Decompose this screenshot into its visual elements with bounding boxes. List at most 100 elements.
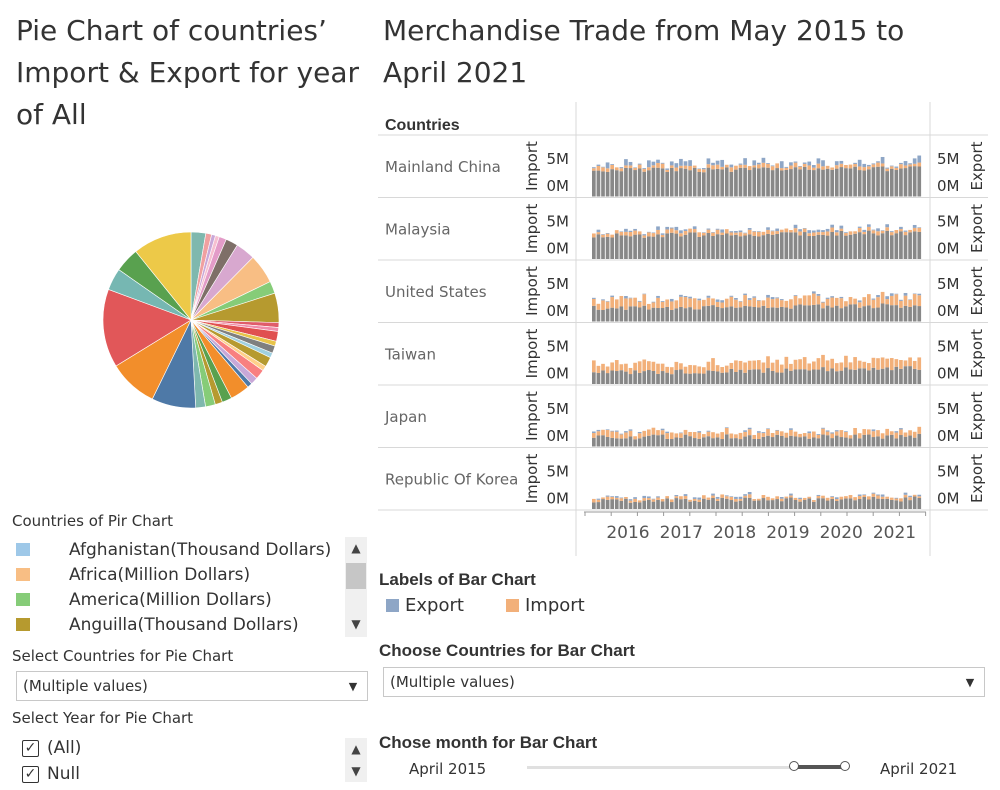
chevron-up-icon[interactable]: ▲ [351,742,361,756]
bar-import [779,498,784,502]
bar-import [857,166,862,171]
pie-slice[interactable] [135,231,192,321]
year-option-all[interactable]: ✓ (All) [22,738,81,758]
year-option-null[interactable]: ✓ Null [22,764,80,784]
bar-export [619,167,624,169]
bar-export [688,296,692,299]
bar-export [660,301,665,302]
pie-slice[interactable] [102,289,192,367]
bar-base [724,498,729,509]
bar-base [775,434,780,447]
bar-base [871,308,876,322]
scroll-thumb[interactable] [346,563,366,589]
bar-export [834,230,839,233]
bar-base [619,370,624,384]
bar-base [834,371,839,384]
bar-import [624,363,628,372]
bar-base [867,434,871,447]
bar-base [605,308,610,322]
bar-base [867,169,871,197]
bar-export [844,232,848,234]
bar-legend-export[interactable]: Export [386,595,464,616]
pie-legend-item[interactable]: Afghanistan(Thousand Dollars) [16,537,331,562]
bar-import [807,496,812,499]
bar-import [844,355,848,368]
slider-track[interactable] [527,766,847,769]
export-swatch [386,599,399,612]
bar-export [747,228,752,230]
bar-import [834,165,839,169]
bar-import [867,294,871,306]
bar-base [844,437,848,447]
bar-import [789,165,793,170]
bar-export [679,432,683,434]
bar-base [775,168,780,197]
bar-import [812,500,816,502]
axis-title-import: Import [523,203,541,253]
bar-base [747,170,752,197]
chevron-down-icon[interactable]: ▼ [351,617,361,631]
bar-import [862,231,867,235]
bar-import [857,360,862,369]
bar-import [647,429,651,436]
slider-handle-end[interactable] [840,761,850,771]
pie-legend-scrollbar[interactable]: ▲ ▼ [344,537,367,637]
bar-import [711,358,715,371]
checkbox-checked-icon[interactable]: ✓ [22,765,39,783]
bar-base [793,369,798,384]
bar-import [738,164,743,168]
bar-import [766,429,770,436]
bar-import [715,301,720,308]
bar-import [834,363,839,372]
pie-legend-item[interactable]: America(Million Dollars) [16,587,272,612]
bar-import [592,360,596,373]
bar-base [651,236,656,259]
slider-start-label: April 2015 [409,760,487,778]
bar-base [592,170,596,197]
bar-export [766,294,770,298]
bar-import [798,359,802,370]
bar-export [752,231,757,232]
dropdown-caret-icon: ▼ [348,679,358,693]
bar-export [880,494,885,497]
pie-legend-item[interactable]: Africa(Million Dollars) [16,562,250,587]
bar-base [729,306,734,322]
slider-handle-start[interactable] [789,761,799,771]
bar-export [720,300,725,303]
chevron-up-icon[interactable]: ▲ [351,541,361,555]
bar-legend-import[interactable]: Import [506,595,585,616]
bar-import [633,362,637,371]
bar-base [697,171,702,197]
bar-export [743,232,747,234]
bar-export [592,431,596,434]
bar-import [683,165,688,169]
bar-import [871,299,876,309]
bar-export [642,293,647,295]
choose-countries-bar-dropdown[interactable]: (Multiple values) ▼ [383,667,985,697]
checkbox-checked-icon[interactable]: ✓ [22,739,39,757]
bar-export [642,495,647,499]
bar-import [702,232,706,236]
bar-import [715,164,720,169]
bar-base [857,170,862,197]
bar-base [656,499,660,509]
bar-import [651,499,656,502]
select-countries-pie-dropdown[interactable]: (Multiple values) ▼ [16,671,368,701]
bar-base [610,307,615,322]
bar-base [711,235,715,259]
bar-base [766,500,770,509]
bar-import [747,299,752,307]
bar-export [816,158,821,164]
bar-import [656,229,660,235]
bar-import [779,168,784,171]
bar-export [770,297,775,300]
bar-base [834,500,839,509]
chevron-down-icon[interactable]: ▼ [351,764,361,778]
year-list-scrollbar[interactable]: ▲ ▼ [344,738,367,782]
bar-import [912,494,917,497]
bar-base [738,307,743,322]
bar-import [642,498,647,501]
pie-legend-item[interactable]: Anguilla(Thousand Dollars) [16,612,299,637]
legend-swatch [16,568,30,581]
bar-export [628,161,633,166]
